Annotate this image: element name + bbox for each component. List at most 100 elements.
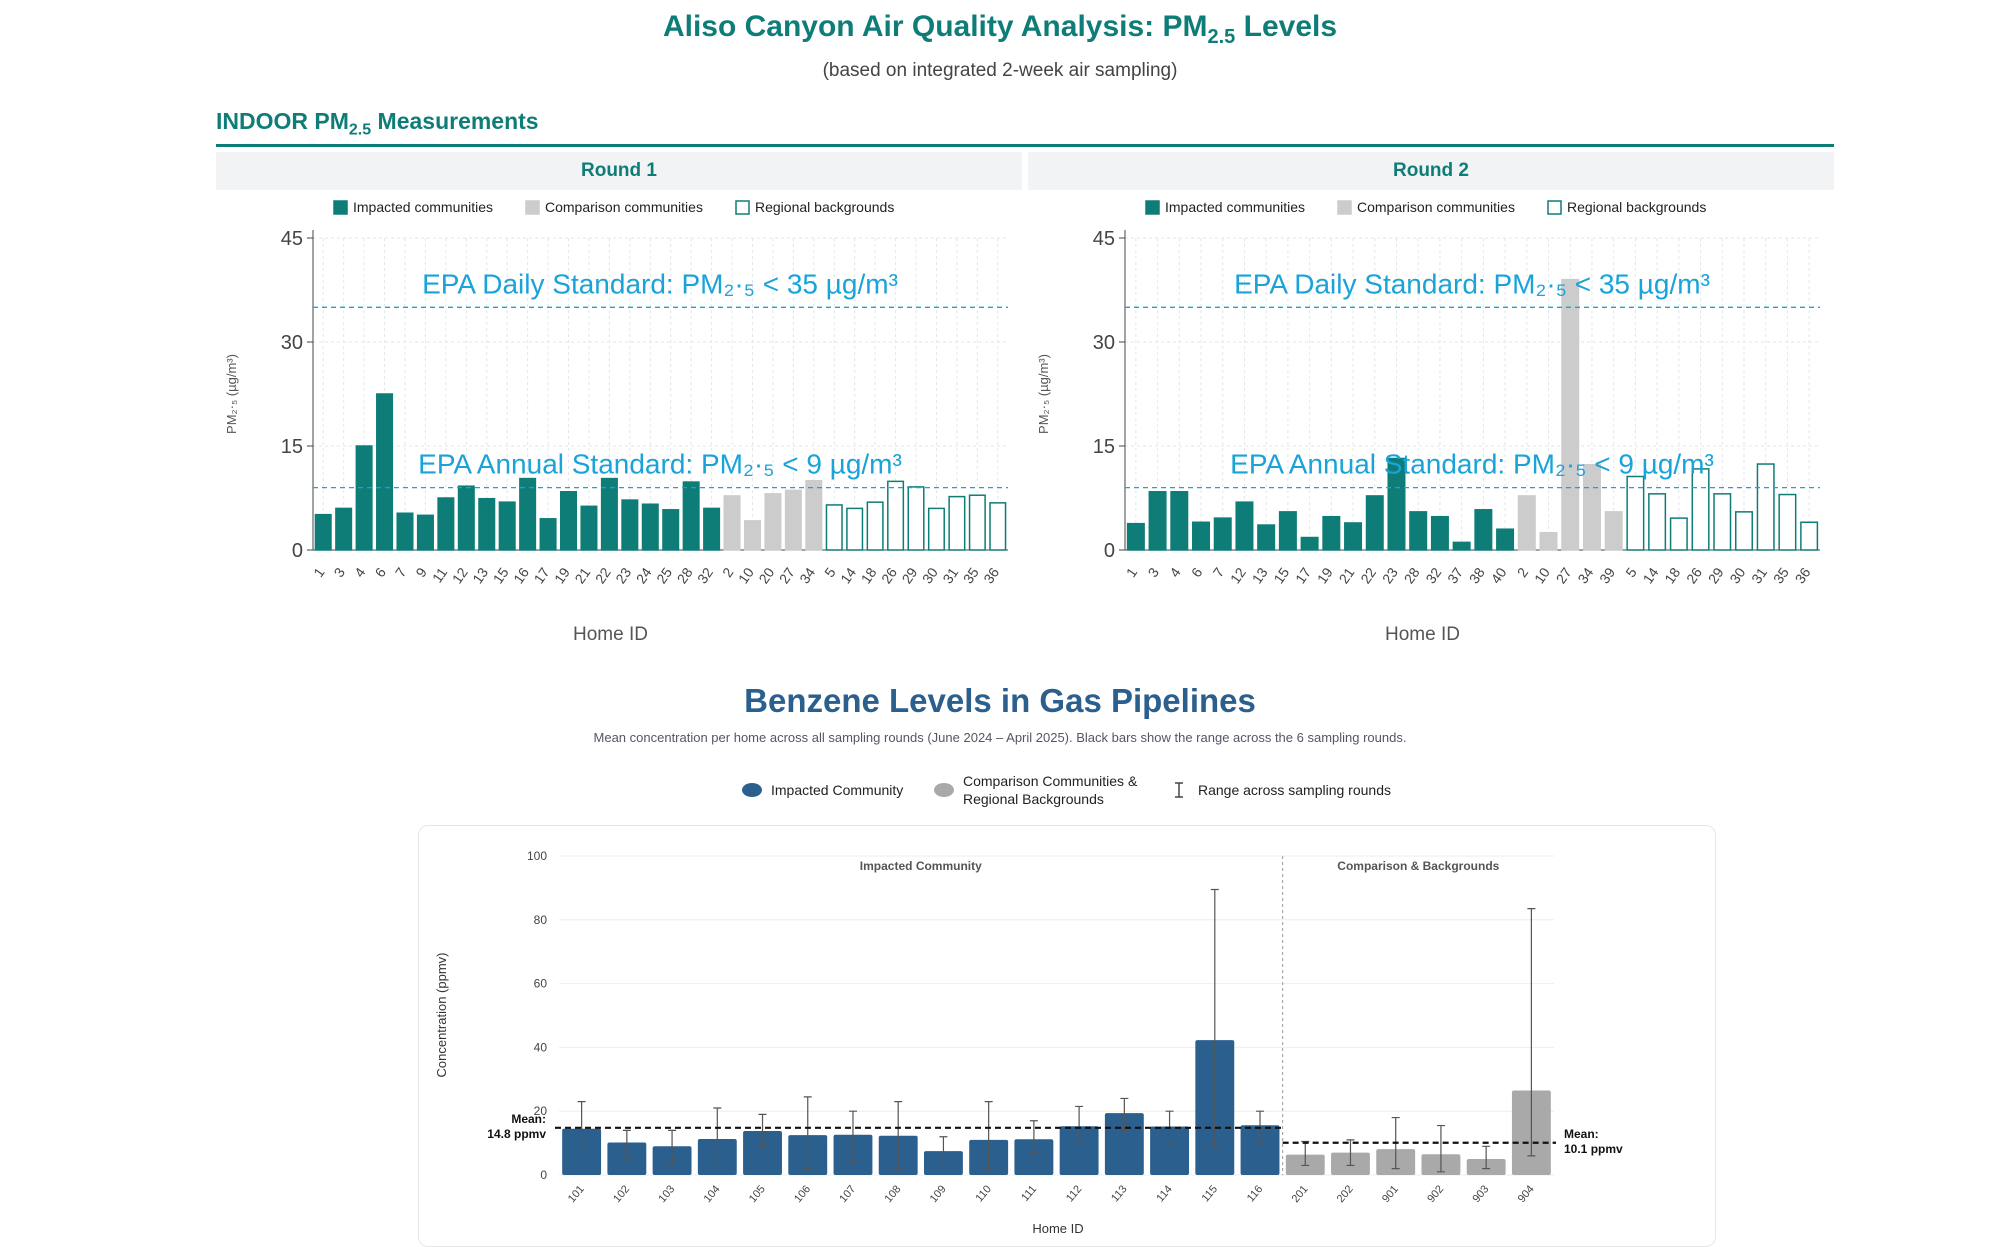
x-axis-title: Home ID <box>1032 1221 1083 1236</box>
x-tick-label: 36 <box>980 564 1002 586</box>
benzene-subtitle: Mean concentration per home across all s… <box>593 730 1407 745</box>
bar-home-32 <box>703 507 721 551</box>
page-title-subscript: 2.5 <box>1207 26 1236 48</box>
y-tick-label: 0 <box>1104 540 1115 562</box>
legend-swatch-2 <box>525 200 540 215</box>
page-title-text: Aliso Canyon Air Quality Analysis: PM <box>662 10 1208 43</box>
x-tick-label: 34 <box>1574 564 1596 586</box>
x-tick-label: 105 <box>747 1183 768 1205</box>
x-tick-label: 12 <box>449 564 471 586</box>
x-tick-label: 10 <box>735 564 757 586</box>
x-tick-label: 4 <box>1166 564 1184 580</box>
x-tick-label: 40 <box>1487 564 1509 586</box>
x-tick-label: 109 <box>928 1183 949 1205</box>
mean-label-comparison-line2: 10.1 ppmv <box>1564 1142 1623 1156</box>
range-errorbar-113 <box>1120 1097 1129 1131</box>
bar-home-40 <box>1496 528 1515 551</box>
bar-home-27 <box>784 489 802 551</box>
bar-home-12 <box>457 485 475 551</box>
x-tick-label: 17 <box>1292 564 1314 586</box>
x-tick-label: 23 <box>612 564 634 586</box>
bar-home-24 <box>641 503 659 551</box>
bar-home-11 <box>437 497 455 551</box>
x-tick-label: 112 <box>1064 1183 1084 1204</box>
group-label-impacted: Impacted Community <box>860 859 982 873</box>
benzene-chart: 0 20 40 60 80 100 Impacted Community Comparison… <box>434 849 1623 1236</box>
bar-home-21 <box>1344 522 1363 551</box>
x-tick-label: 19 <box>1314 564 1336 586</box>
y-tick-label: 0 <box>540 1168 547 1182</box>
bar-home-18 <box>866 501 884 551</box>
x-tick-label: 14 <box>1640 564 1662 586</box>
benzene-title: Benzene Levels in Gas Pipelines <box>744 682 1256 719</box>
mean-label-impacted-line2: 14.8 ppmv <box>487 1127 546 1141</box>
bar-home-31 <box>1756 463 1775 551</box>
range-errorbar-108 <box>894 1101 903 1170</box>
x-tick-label: 31 <box>939 564 961 586</box>
x-tick-label: 20 <box>755 564 777 586</box>
x-tick-label: 19 <box>551 564 573 586</box>
x-tick-label: 114 <box>1154 1183 1174 1204</box>
x-tick-label: 201 <box>1290 1183 1311 1205</box>
bar-home-116 <box>1240 1125 1280 1175</box>
round-2-chart: Impacted communities Comparison communiti… <box>1036 199 1820 645</box>
indoor-section-heading: INDOOR PM2.5 Measurements <box>216 108 539 140</box>
legend-label-2: Comparison communities <box>545 199 703 215</box>
bar-home-23 <box>1387 457 1406 551</box>
x-tick-label: 30 <box>1726 564 1748 586</box>
range-errorbar-105 <box>758 1113 767 1147</box>
range-errorbar-903 <box>1482 1145 1491 1170</box>
range-errorbar-202 <box>1346 1139 1355 1167</box>
bar-home-12 <box>1235 501 1254 551</box>
bar-home-23 <box>621 499 639 551</box>
x-tick-label: 4 <box>351 564 369 580</box>
x-tick-label: 901 <box>1380 1183 1401 1205</box>
range-errorbar-103 <box>668 1129 677 1163</box>
y-tick-label: 20 <box>534 1104 548 1118</box>
range-errorbar-115 <box>1210 888 1219 1147</box>
x-tick-label: 22 <box>1357 564 1379 586</box>
bar-home-16 <box>519 477 537 551</box>
x-tick-label: 24 <box>633 564 655 586</box>
bar-home-19 <box>1322 515 1341 551</box>
bar-home-3 <box>335 507 353 551</box>
x-tick-label: 202 <box>1335 1183 1356 1205</box>
bar-home-5 <box>1626 475 1645 551</box>
bar-home-26 <box>887 480 905 551</box>
bar-home-21 <box>580 505 598 551</box>
bar-home-2 <box>723 495 741 551</box>
bar-home-9 <box>416 514 434 551</box>
y-tick-label: 60 <box>534 977 548 991</box>
y-tick-label: 15 <box>281 436 303 458</box>
x-tick-label: 21 <box>571 564 593 586</box>
bar-home-13 <box>1257 524 1276 551</box>
bar-home-6 <box>376 393 394 551</box>
x-tick-label: 111 <box>1019 1183 1039 1204</box>
x-tick-label: 108 <box>883 1183 904 1205</box>
bar-home-31 <box>948 495 966 551</box>
x-tick-label: 29 <box>898 564 920 586</box>
x-tick-label: 6 <box>371 564 389 580</box>
x-tick-label: 37 <box>1444 564 1466 586</box>
page-title-tail: Levels <box>1235 10 1338 43</box>
x-tick-label: 1 <box>310 564 328 580</box>
range-errorbar-106 <box>803 1096 812 1170</box>
epa-reference-label-2: EPA Annual Standard: PM₂·₅ < 9 µg/m³ <box>1230 449 1714 480</box>
epa-reference-label-1: EPA Daily Standard: PM₂·₅ < 35 µg/m³ <box>422 268 898 299</box>
x-tick-label: 15 <box>1270 564 1292 586</box>
mean-label-comparison-line1: Mean: <box>1564 1127 1599 1141</box>
bar-home-1 <box>314 513 332 551</box>
x-tick-label: 10 <box>1531 564 1553 586</box>
bar-home-19 <box>559 491 578 551</box>
x-tick-label: 7 <box>1210 564 1228 580</box>
bar-home-34 <box>805 479 823 551</box>
legend-label-comparison-line2: Regional Backgrounds <box>963 791 1104 807</box>
bar-home-27 <box>1561 278 1580 551</box>
bar-home-101 <box>562 1128 602 1175</box>
mean-label-impacted-line1: Mean: <box>511 1112 546 1126</box>
bar-home-18 <box>1669 517 1688 551</box>
x-tick-label: 28 <box>674 564 696 586</box>
x-tick-label: 115 <box>1200 1183 1220 1204</box>
y-axis-title: PM₂·₅ (µg/m³) <box>1036 354 1051 434</box>
bar-home-38 <box>1474 509 1493 551</box>
